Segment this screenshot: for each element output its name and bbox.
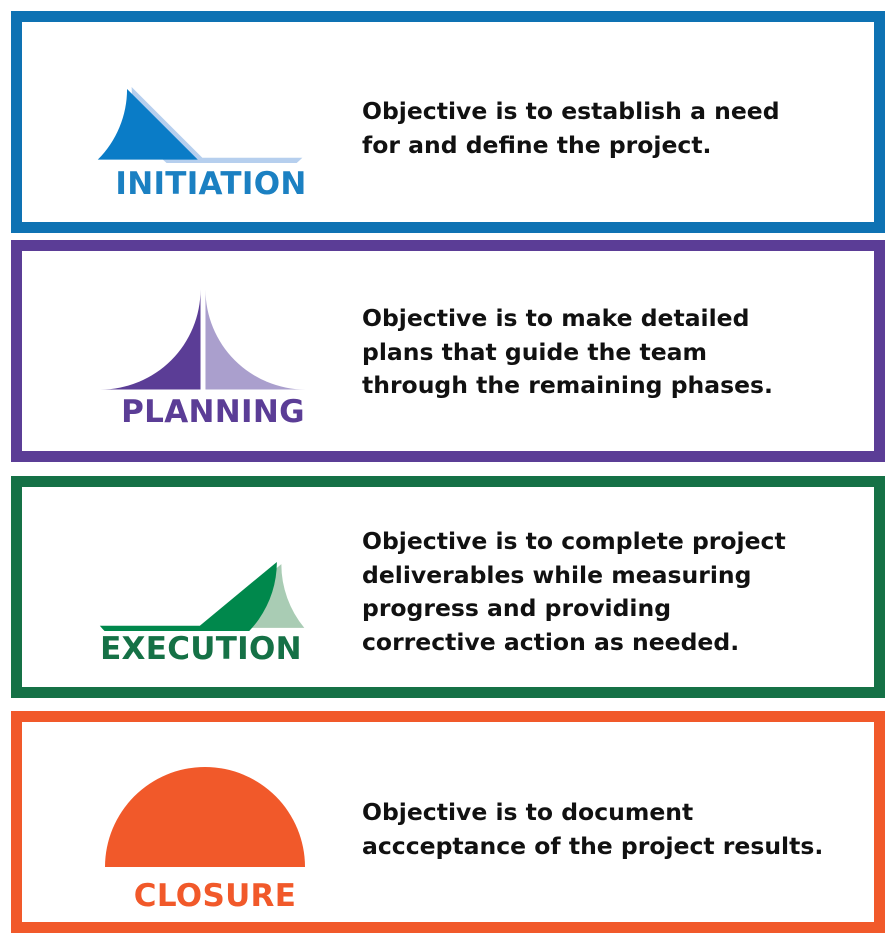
phase-card-execution: EXECUTION Objective is to complete proje…: [11, 476, 885, 698]
gauge-complete-segment: [100, 289, 201, 390]
gauge-closure: [105, 767, 305, 867]
phase-name-closure: CLOSURE: [133, 878, 297, 914]
phase-card-planning: PLANNING Objective is to make detailed p…: [11, 240, 885, 462]
objective-execution: Objective is to complete project deliver…: [362, 527, 786, 656]
gauge-remaining-segment: [205, 289, 306, 390]
phase-card-closure: CLOSURE Objective is to document acccept…: [11, 711, 885, 933]
objective-planning: Objective is to make detailed plans that…: [362, 304, 773, 399]
gauge-complete-segment: [105, 767, 305, 867]
phase-name-execution: EXECUTION: [100, 631, 302, 667]
phase-name-initiation: INITIATION: [115, 166, 307, 202]
phase-name-planning: PLANNING: [121, 394, 305, 430]
gauge-planning: [100, 289, 306, 390]
gauge-initiation: [97, 87, 303, 163]
objective-initiation: Objective is to establish a need for and…: [362, 97, 780, 159]
objective-closure: Objective is to document accceptance of …: [362, 798, 824, 860]
gauge-complete-segment: [99, 561, 277, 631]
gauge-execution: [99, 561, 305, 631]
phase-card-initiation: INITIATION Objective is to establish a n…: [11, 11, 885, 233]
gauge-complete-segment: [97, 88, 198, 160]
